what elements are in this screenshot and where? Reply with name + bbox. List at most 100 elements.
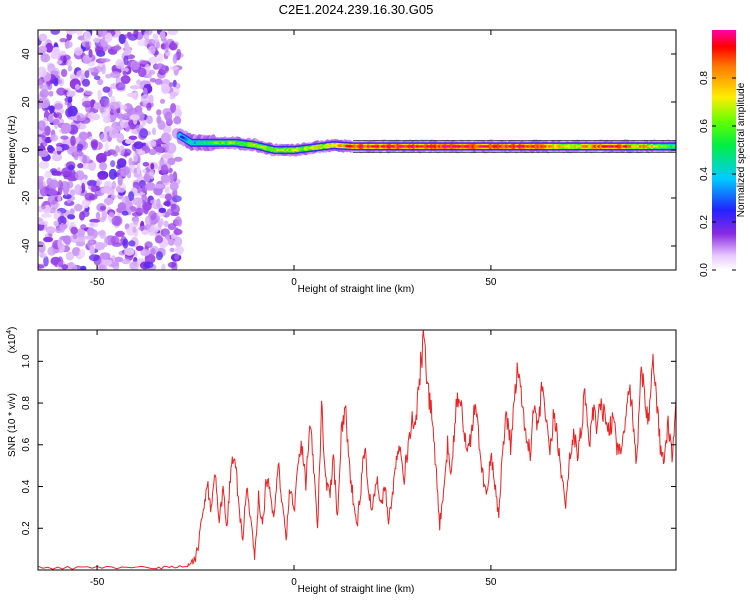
- noise-blob: [152, 33, 158, 40]
- noise-blob: [56, 87, 66, 96]
- noise-blob: [53, 171, 63, 176]
- noise-blob: [38, 45, 48, 53]
- noise-blob: [41, 132, 46, 142]
- noise-blob: [52, 150, 58, 155]
- noise-blob: [133, 151, 138, 163]
- noise-blob: [64, 237, 71, 246]
- noise-blob: [100, 97, 109, 107]
- noise-blob: [61, 138, 73, 146]
- noise-blob: [157, 53, 164, 63]
- noise-blob: [78, 248, 86, 258]
- noise-blob: [94, 242, 106, 251]
- noise-blob: [38, 149, 49, 158]
- noise-blob: [50, 30, 60, 35]
- noise-blob: [132, 217, 139, 225]
- noise-blob: [143, 204, 149, 215]
- noise-blob: [59, 222, 66, 233]
- noise-blob: [57, 215, 67, 226]
- noise-blob: [174, 108, 182, 118]
- noise-blob: [38, 120, 46, 131]
- noise-blob: [169, 247, 175, 253]
- noise-blob: [95, 211, 101, 220]
- noise-blob: [137, 39, 146, 47]
- noise-blob: [58, 77, 65, 87]
- noise-blob: [59, 50, 67, 56]
- noise-blob: [60, 54, 71, 62]
- noise-blob: [128, 157, 133, 166]
- noise-blob: [50, 70, 59, 76]
- noise-blob: [64, 40, 73, 49]
- noise-blob: [70, 233, 80, 243]
- noise-blob: [56, 60, 63, 65]
- noise-blob: [38, 264, 45, 269]
- noise-blob: [40, 213, 52, 218]
- noise-blob: [54, 103, 63, 110]
- noise-blob: [38, 102, 44, 109]
- noise-blob: [111, 215, 123, 227]
- noise-blob: [83, 235, 94, 240]
- noise-blob: [153, 186, 163, 196]
- noise-blob: [128, 191, 135, 202]
- y-scale-exponent: 4: [6, 330, 13, 334]
- noise-blob: [40, 53, 51, 63]
- noise-blob: [93, 102, 102, 110]
- noise-blob: [96, 230, 106, 236]
- noise-blob: [169, 182, 179, 191]
- noise-blob: [38, 220, 49, 225]
- noise-blob: [77, 163, 84, 169]
- noise-blob: [101, 64, 106, 75]
- noise-blob: [142, 87, 148, 96]
- noise-blob: [138, 225, 148, 232]
- noise-blob: [50, 134, 59, 142]
- noise-blob: [38, 242, 46, 254]
- noise-blob: [109, 101, 120, 110]
- bottom-y-tick-label: 0.8: [21, 396, 32, 410]
- noise-blob: [87, 227, 95, 236]
- noise-blob: [96, 152, 107, 164]
- noise-blob: [148, 38, 156, 46]
- noise-blob: [166, 199, 171, 207]
- noise-blob: [38, 80, 44, 86]
- noise-blob: [82, 100, 93, 108]
- noise-blob: [141, 229, 149, 235]
- noise-blob: [45, 226, 56, 234]
- noise-blob: [44, 170, 53, 179]
- noise-blob: [66, 181, 74, 189]
- noise-blob: [121, 210, 129, 216]
- noise-blob: [67, 65, 73, 72]
- colorbar-gradient: [712, 30, 736, 270]
- noise-blob: [146, 102, 152, 111]
- noise-blob: [136, 79, 142, 86]
- noise-blob: [110, 194, 117, 199]
- noise-blob: [67, 214, 76, 220]
- noise-blob: [60, 135, 69, 140]
- noise-blob: [144, 253, 156, 264]
- noise-blob: [99, 252, 111, 260]
- noise-blob: [99, 161, 108, 171]
- noise-blob: [78, 131, 89, 141]
- noise-blob: [173, 236, 183, 247]
- noise-blob: [132, 181, 140, 190]
- noise-blob: [89, 218, 101, 223]
- noise-blob: [170, 204, 180, 215]
- noise-blob: [76, 228, 86, 238]
- top-x-ticks: -50 0 50: [90, 30, 497, 288]
- noise-blob: [73, 151, 79, 161]
- noise-blob: [113, 125, 121, 134]
- noise-blob: [74, 47, 83, 56]
- noise-blob: [167, 30, 179, 36]
- noise-blob: [157, 120, 166, 130]
- noise-blob: [139, 83, 145, 90]
- noise-blob: [84, 90, 93, 96]
- noise-blob: [105, 126, 115, 131]
- bottom-y-tick-label: 1.0: [21, 354, 32, 368]
- noise-blob: [76, 143, 84, 151]
- noise-blob: [112, 262, 120, 270]
- noise-blob: [122, 238, 129, 249]
- noise-blob: [112, 242, 122, 248]
- noise-blob: [143, 30, 150, 41]
- colorbar-tick-label: 0.4: [699, 167, 710, 181]
- noise-blob: [132, 197, 143, 206]
- svg-text:(x104): (x104): [6, 327, 18, 354]
- noise-blob: [99, 58, 111, 63]
